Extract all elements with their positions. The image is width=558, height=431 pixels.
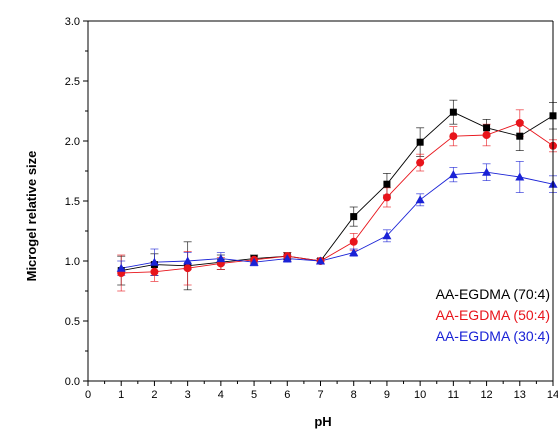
- y-tick-label: 1.5: [65, 196, 80, 208]
- data-point: [416, 138, 424, 146]
- data-point: [516, 132, 524, 140]
- data-point: [515, 119, 524, 127]
- series-line: [121, 122, 554, 274]
- markers: [116, 108, 558, 277]
- data-point: [449, 132, 458, 141]
- data-point: [415, 195, 425, 204]
- legend-entry: AA-EGDMA (50:4): [436, 307, 550, 323]
- data-point: [416, 158, 425, 167]
- data-point: [316, 256, 325, 265]
- tick-labels: 0 1 2 3 4 5 6 7 8 9 10 11 12 13 140.00.51.01.52.02.53.…: [65, 16, 558, 401]
- x-tick-label: 8: [351, 389, 357, 401]
- series-lines: [121, 111, 554, 274]
- y-tick-label: 2.5: [65, 76, 80, 88]
- data-point: [382, 231, 392, 240]
- data-point: [183, 256, 193, 265]
- data-point: [183, 264, 192, 273]
- axes: [83, 20, 554, 386]
- data-point: [282, 254, 292, 263]
- x-tick-label: 1: [118, 389, 124, 401]
- x-tick-label: 4: [218, 389, 224, 401]
- y-tick-label: 1.0: [65, 256, 80, 268]
- data-point: [249, 257, 259, 266]
- y-tick-label: 3.0: [65, 16, 80, 28]
- series-line: [121, 111, 554, 272]
- x-tick-label: 7: [317, 389, 323, 401]
- series-line: [121, 171, 554, 269]
- data-point: [349, 248, 359, 257]
- data-point: [483, 124, 491, 132]
- legend-entry: AA-EGDMA (30:4): [436, 328, 550, 344]
- x-tick-label: 2: [151, 389, 157, 401]
- data-point: [448, 170, 458, 179]
- x-tick-label: 9: [384, 389, 390, 401]
- data-point: [116, 263, 126, 272]
- x-axis-title: pH: [314, 414, 331, 429]
- x-tick-label: 12: [480, 389, 492, 401]
- x-tick-label: 10: [414, 389, 426, 401]
- x-tick-label: 0: [85, 389, 91, 401]
- x-tick-label: 14: [547, 389, 558, 401]
- x-tick-label: 6: [284, 389, 290, 401]
- data-point: [449, 108, 457, 116]
- legend-entry: AA-EGDMA (70:4): [436, 286, 550, 302]
- x-tick-label: 11: [448, 389, 459, 401]
- x-tick-label: 13: [514, 389, 526, 401]
- data-point: [149, 257, 159, 266]
- y-tick-label: 2.0: [65, 136, 80, 148]
- data-point: [382, 193, 391, 202]
- x-tick-label: 5: [251, 389, 257, 401]
- data-point: [216, 254, 226, 263]
- legend: AA-EGDMA (70:4) AA-EGDMA (50:4) AA-EGDMA (…: [436, 286, 550, 344]
- data-point: [349, 237, 358, 246]
- y-axis-title: Microgel relative size: [24, 151, 39, 282]
- data-point: [515, 172, 525, 181]
- y-tick-label: 0.5: [65, 316, 80, 328]
- data-point: [350, 213, 358, 221]
- data-point: [482, 131, 491, 139]
- x-tick-label: 3: [185, 389, 191, 401]
- data-point: [150, 267, 159, 276]
- data-point: [383, 180, 391, 188]
- data-point: [482, 167, 492, 176]
- y-tick-label: 0.0: [65, 376, 80, 388]
